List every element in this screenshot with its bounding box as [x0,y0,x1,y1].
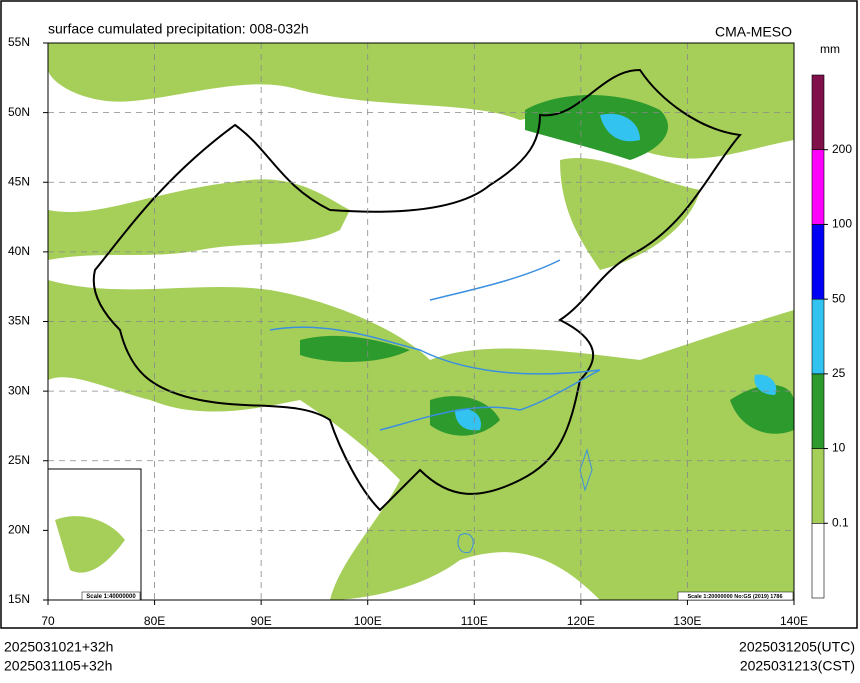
inset-scale-box [81,591,141,601]
colorbar-segment [811,298,825,375]
precip-area [48,280,794,600]
lat-label: 15N [8,592,30,606]
precip-area [525,95,669,160]
colorbar: mm 0.1 10 25 50 100 200 [811,42,852,599]
colorbar-label: 25 [832,366,846,380]
lat-label: 55N [8,35,30,49]
lat-label: 30N [8,383,30,397]
lon-label: 140E [780,614,808,628]
model-name: CMA-MESO [715,24,792,40]
init-cst: 2025031105+32h [4,658,112,674]
colorbar-segment [811,149,825,225]
lon-label: 110E [461,614,488,628]
precip-area [560,157,700,270]
colorbar-label: 0.1 [832,515,849,529]
lat-label: 35N [8,314,30,328]
precip-area [300,335,410,362]
precip-area [455,408,481,431]
lon-label: 80E [144,614,165,628]
colorbar-label: 50 [832,291,846,305]
scale-note: Scale 1:20000000 No:GS (2019) 1786 [687,594,782,600]
precip-area [48,179,350,260]
colorbar-segment [811,373,825,449]
lat-label: 25N [8,453,30,467]
lon-label: 130E [673,614,701,628]
colorbar-unit: mm [820,42,840,56]
colorbar-segment [811,448,825,524]
valid-utc: 2025031205(UTC) [739,639,855,655]
precip-area [730,385,794,434]
precip-area [754,374,777,395]
lat-label: 45N [8,174,30,188]
inset-scale: Scale 1:40000000 [86,594,136,600]
lon-label: 100E [354,614,382,628]
lon-label: 70 [41,614,55,628]
colorbar-label: 200 [832,142,852,156]
colorbar-segment [811,224,825,300]
title: surface cumulated precipitation: 008-032… [48,21,309,37]
graticule [48,43,794,600]
rivers [269,259,601,431]
islands [457,448,593,554]
valid-cst: 2025031213(CST) [740,658,855,674]
china-border [92,68,742,512]
inset-precip [55,516,125,573]
colorbar-segment [811,522,825,599]
lon-label: 90E [250,614,271,628]
precip-areas-heavy [300,95,794,436]
map: Scale 1:40000000 Scale 1:20000000 No:GS … [47,42,795,601]
lat-label: 20N [8,523,30,537]
precip-area [600,113,640,142]
lon-label: 120E [567,614,595,628]
colorbar-segment [811,74,825,151]
colorbar-label: 10 [832,441,846,455]
colorbar-label: 100 [832,217,852,231]
lat-label: 50N [8,105,30,119]
lat-label: 40N [8,244,30,258]
precip-areas-very-heavy [455,113,777,431]
scale-box [677,591,794,601]
init-utc: 2025031021+32h [4,639,113,655]
